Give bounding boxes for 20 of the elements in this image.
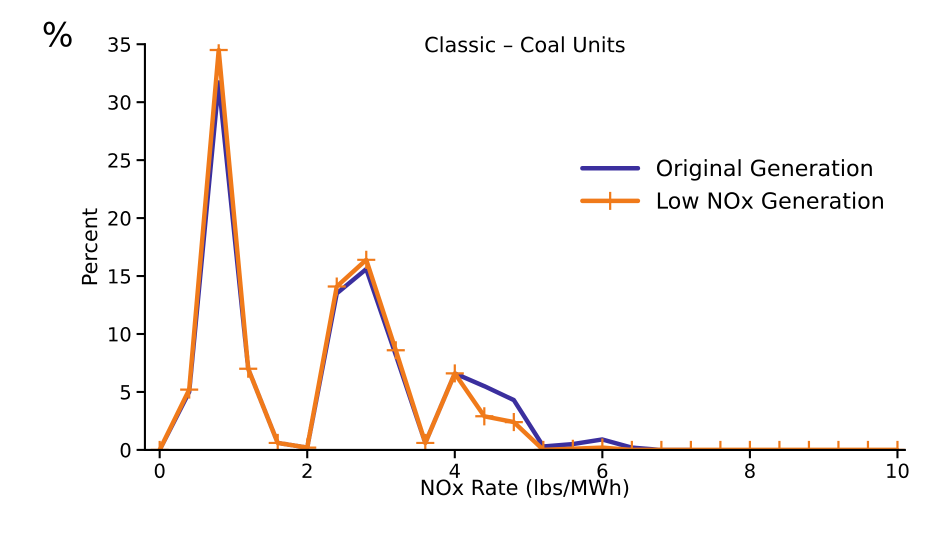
y-tick-label: 0: [120, 442, 130, 458]
x-tick-label: 2: [302, 463, 312, 478]
legend-label: Original Generation: [656, 159, 872, 181]
chart-title: Classic – Coal Units: [425, 36, 625, 52]
legend-label: Low NOx Generation: [658, 192, 883, 209]
x-tick-label: 8: [745, 463, 755, 478]
y-axis-title: Percent: [82, 208, 98, 284]
x-tick-label: 0: [154, 463, 165, 478]
y-tick-label: 35: [108, 37, 130, 52]
y-tick-label: 15: [109, 269, 130, 284]
x-tick-label: 6: [598, 463, 608, 478]
y-tick-label: 25: [108, 153, 130, 168]
y-tick-label: 30: [108, 95, 130, 110]
y-tick-label: 20: [108, 211, 130, 226]
y-tick-label: 5: [120, 385, 130, 400]
text: %: [44, 22, 72, 47]
x-axis-title: NOx Rate (lbs/MWh): [422, 479, 628, 498]
x-tick-label: 10: [887, 463, 909, 478]
x-tick-label: 4: [450, 464, 460, 478]
y-tick-label: 10: [109, 326, 130, 342]
